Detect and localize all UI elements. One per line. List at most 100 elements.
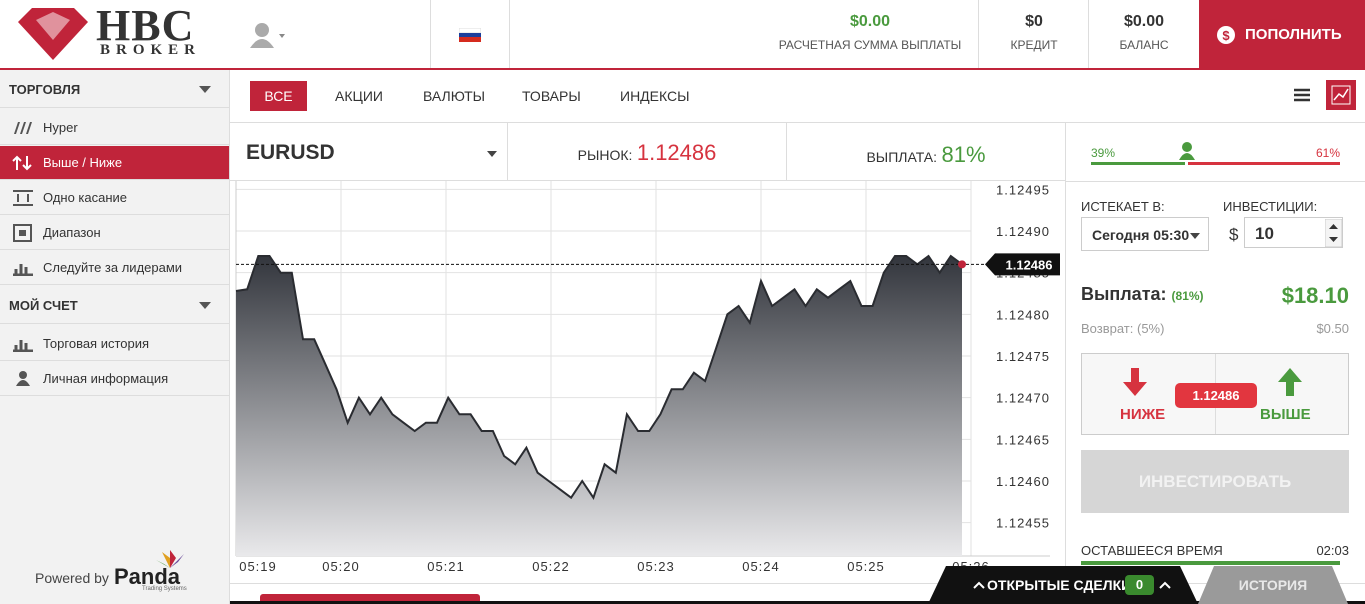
- list-view-button[interactable]: [1294, 88, 1310, 102]
- tab-active[interactable]: ВСЕ: [250, 81, 307, 111]
- payout-summary: Выплата: (81%): [1081, 284, 1204, 305]
- time-left: 02:03: [1316, 543, 1349, 558]
- down-label: НИЖЕ: [1120, 406, 1166, 423]
- divider: [1088, 0, 1089, 68]
- expires-value: Сегодня 05:30: [1092, 227, 1190, 243]
- open-trades-label[interactable]: ОТКРЫТЫЕ СДЕЛКИ: [987, 577, 1132, 593]
- menu-item[interactable]: Личная информация: [0, 362, 229, 396]
- icon: [14, 122, 32, 134]
- footer-line: [230, 601, 1365, 604]
- y-tick-label: 1.12455: [996, 516, 1050, 531]
- credit: $0: [1025, 13, 1043, 30]
- tab[interactable]: ТОВАРЫ: [522, 88, 581, 104]
- sidebar: ТОРГОВЛЯ Hyper Выше / Ниже Одно касание …: [0, 70, 230, 604]
- price-area: [236, 256, 962, 556]
- menu-label: Hyper: [43, 120, 78, 135]
- brand: Panda: [114, 564, 181, 589]
- market-value: 1.12486: [636, 140, 717, 165]
- chevron: [199, 302, 211, 309]
- divider: [786, 123, 787, 181]
- menu-label: Выше / Ниже: [43, 155, 123, 170]
- divider: [430, 0, 431, 68]
- sentiment-bar-red: [1188, 162, 1340, 165]
- y-tick-label: 1.12470: [996, 391, 1050, 406]
- deposit-button[interactable]: $ ПОПОЛНИТЬ: [1199, 0, 1365, 68]
- logo-subtext: BROKER: [100, 42, 202, 58]
- y-tick-label: 1.12490: [996, 224, 1050, 239]
- section-header[interactable]: МОЙ СЧЕТ: [0, 286, 229, 324]
- asset-symbol[interactable]: EURUSD: [246, 141, 335, 164]
- chevron: [1190, 233, 1200, 239]
- sentiment-down: 39%: [1091, 146, 1116, 160]
- y-tick-label: 1.12460: [996, 474, 1050, 489]
- tab[interactable]: ВАЛЮТЫ: [423, 88, 486, 104]
- asset-dropdown[interactable]: [487, 151, 497, 157]
- investment-label: ИНВЕСТИЦИИ:: [1223, 199, 1318, 214]
- history-label[interactable]: ИСТОРИЯ: [1238, 577, 1308, 593]
- menu-item[interactable]: Диапазон: [0, 216, 229, 250]
- menu-item[interactable]: Торговая история: [0, 327, 229, 361]
- tab[interactable]: АКЦИИ: [335, 88, 383, 104]
- language-flag[interactable]: [459, 28, 481, 42]
- credit-label: КРЕДИТ: [1010, 38, 1058, 52]
- logo-text: HBC: [96, 1, 195, 50]
- menu-label: Торговая история: [43, 336, 150, 351]
- footer-button[interactable]: [260, 594, 480, 604]
- icon: [13, 340, 33, 352]
- investment-value: 10: [1255, 224, 1274, 243]
- menu-item[interactable]: Одно касание: [0, 181, 229, 215]
- history-tab[interactable]: [1198, 565, 1348, 604]
- section-title: МОЙ СЧЕТ: [9, 298, 78, 313]
- menu-item[interactable]: Hyper: [0, 111, 229, 145]
- menu-label: Следуйте за лидерами: [43, 260, 183, 275]
- divider: [978, 0, 979, 68]
- down-arrow: [1123, 368, 1147, 396]
- refund-amount: $0.50: [1316, 321, 1349, 336]
- divider: [507, 123, 508, 181]
- investment-input[interactable]: 10: [1244, 217, 1343, 248]
- powered-by: Powered by: [35, 570, 109, 586]
- x-tick-label: 05:20: [322, 559, 360, 574]
- spinner[interactable]: [1325, 219, 1342, 247]
- section-header[interactable]: ТОРГОВЛЯ: [0, 70, 229, 108]
- up-arrow: [1278, 368, 1302, 396]
- down-button[interactable]: НИЖЕ: [1082, 354, 1214, 434]
- asset-payout: ВЫПЛАТА: 81%: [787, 142, 1065, 168]
- menu-label: Одно касание: [43, 190, 128, 205]
- menu-label: Личная информация: [43, 371, 169, 386]
- current-price-dot: [958, 260, 966, 269]
- menu-item[interactable]: Выше / Ниже: [0, 146, 229, 180]
- deposit-label: ПОПОЛНИТЬ: [1245, 26, 1342, 43]
- tab[interactable]: ИНДЕКСЫ: [620, 88, 690, 104]
- logo-icon: [18, 8, 88, 60]
- currency: $: [1229, 225, 1239, 244]
- asset-bar: [230, 123, 1065, 181]
- x-tick-label: 05:24: [742, 559, 780, 574]
- brand-icon: [156, 550, 184, 568]
- expires-select[interactable]: Сегодня 05:30: [1081, 217, 1209, 251]
- icon: [13, 224, 32, 242]
- svg-text:$: $: [1222, 28, 1230, 43]
- up-label: ВЫШЕ: [1260, 406, 1311, 423]
- top-bar: HBC BROKER $0.00 РАСЧЕТНАЯ СУММА ВЫПЛАТЫ…: [0, 0, 1365, 70]
- menu-label: Диапазон: [43, 225, 101, 240]
- up-button[interactable]: ВЫШЕ: [1216, 354, 1348, 434]
- sentiment-up: 61%: [1315, 146, 1340, 160]
- user-menu[interactable]: [248, 22, 288, 50]
- menu-item[interactable]: Следуйте за лидерами: [0, 251, 229, 285]
- market-price: РЫНОК: 1.12486: [508, 140, 786, 166]
- payout-sum-label: РАСЧЕТНАЯ СУММА ВЫПЛАТЫ: [778, 38, 962, 52]
- payout-sum: $0.00: [849, 13, 891, 30]
- chart-view-button[interactable]: [1326, 80, 1356, 110]
- x-tick-label: 05:21: [427, 559, 465, 574]
- payout-amount: $18.10: [1281, 283, 1349, 308]
- open-trades-count: 0: [1125, 575, 1154, 595]
- icon: [12, 155, 32, 171]
- y-tick-label: 1.12495: [996, 182, 1050, 197]
- sentiment-icon: [1179, 142, 1195, 160]
- invest-button[interactable]: ИНВЕСТИРОВАТЬ: [1081, 450, 1349, 513]
- time-left-label: ОСТАВШЕЕСЯ ВРЕМЯ: [1081, 543, 1223, 558]
- x-tick-label: 05:23: [637, 559, 675, 574]
- refund-percent: (5%): [1137, 321, 1165, 336]
- divider: [230, 583, 1365, 584]
